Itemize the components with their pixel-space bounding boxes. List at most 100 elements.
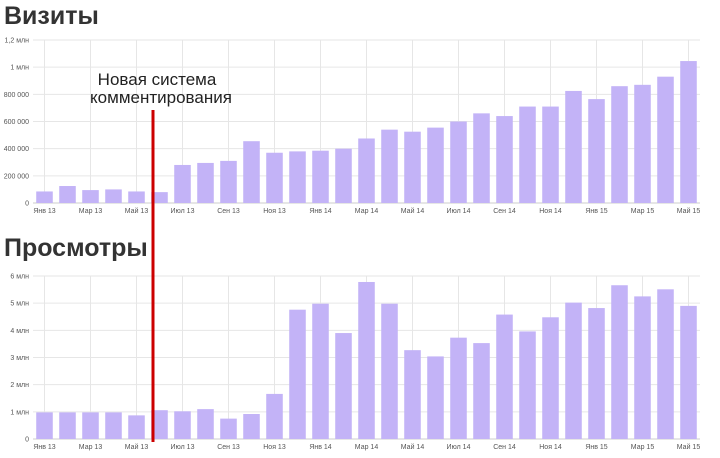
- bar: [657, 289, 674, 439]
- x-tick-label: Янв 13: [33, 444, 55, 451]
- x-tick-label: Сен 13: [217, 208, 240, 215]
- bar: [59, 186, 76, 203]
- x-tick-label: Янв 15: [585, 208, 607, 215]
- bar: [36, 412, 53, 439]
- x-tick-label: Янв 14: [309, 208, 331, 215]
- bar: [358, 281, 375, 439]
- bar: [404, 350, 421, 439]
- bar: [174, 164, 191, 203]
- bar: [611, 86, 628, 203]
- x-tick-label: Июл 14: [447, 208, 471, 215]
- bar: [496, 314, 513, 439]
- bar: [427, 356, 444, 439]
- bar: [220, 160, 237, 203]
- bar: [36, 191, 53, 203]
- bar: [519, 331, 536, 439]
- y-tick-label: 800 000: [4, 92, 29, 99]
- bar: [473, 343, 490, 439]
- x-tick-label: Сен 14: [493, 208, 516, 215]
- bar: [542, 317, 559, 439]
- x-tick-label: Мар 13: [79, 208, 103, 215]
- bar: [450, 121, 467, 203]
- x-tick-label: Май 13: [125, 443, 149, 451]
- bar: [105, 189, 122, 203]
- bar: [289, 309, 306, 439]
- bar: [519, 106, 536, 203]
- bar: [197, 162, 214, 203]
- x-tick-label: Май 15: [677, 443, 701, 451]
- bar: [427, 127, 444, 203]
- bar: [496, 116, 513, 203]
- bar: [128, 415, 145, 439]
- annotation-text-line-1: Новая система: [98, 70, 217, 89]
- x-tick-label: Сен 14: [493, 444, 516, 451]
- bar: [450, 337, 467, 439]
- x-tick-label: Июл 14: [447, 444, 471, 451]
- bar: [59, 412, 76, 439]
- bar: [105, 412, 122, 439]
- bar: [565, 90, 582, 203]
- bar: [657, 76, 674, 203]
- bar: [680, 305, 697, 439]
- x-tick-label: Мар 15: [631, 444, 655, 451]
- bar: [542, 106, 559, 203]
- bar: [289, 151, 306, 203]
- y-tick-label: 1 млн: [10, 65, 29, 72]
- bar: [243, 141, 260, 203]
- x-tick-label: Ноя 13: [263, 444, 286, 451]
- y-tick-label: 200 000: [4, 173, 29, 180]
- x-tick-label: Май 14: [401, 443, 425, 451]
- x-tick-label: Ноя 14: [539, 208, 562, 215]
- y-tick-label: 1 млн: [10, 409, 29, 416]
- x-tick-label: Май 15: [677, 207, 701, 215]
- x-tick-label: Мар 14: [355, 208, 379, 215]
- x-tick-label: Мар 14: [355, 444, 379, 451]
- x-tick-label: Мар 13: [79, 444, 103, 451]
- bar: [588, 99, 605, 203]
- bar: [151, 192, 168, 203]
- x-tick-label: Июл 13: [171, 444, 195, 451]
- y-tick-label: 6 млн: [10, 274, 29, 281]
- bar: [473, 113, 490, 203]
- chart-title: Визиты: [4, 2, 99, 30]
- x-tick-label: Янв 15: [585, 444, 607, 451]
- x-tick-label: Мар 15: [631, 208, 655, 215]
- annotation-text-line-2: комментирования: [90, 88, 232, 107]
- bar: [312, 303, 329, 439]
- bar: [680, 61, 697, 203]
- bar: [404, 131, 421, 203]
- y-tick-label: 600 000: [4, 119, 29, 126]
- x-tick-label: Июл 13: [171, 208, 195, 215]
- bar: [312, 150, 329, 203]
- bar: [174, 411, 191, 439]
- bar: [82, 190, 99, 203]
- x-tick-label: Ноя 14: [539, 444, 562, 451]
- bar: [611, 285, 628, 439]
- bar: [565, 302, 582, 439]
- bar: [358, 138, 375, 203]
- bar: [588, 308, 605, 439]
- bar: [266, 152, 283, 203]
- x-tick-label: Ноя 13: [263, 208, 286, 215]
- x-tick-label: Сен 13: [217, 444, 240, 451]
- bar: [151, 410, 168, 439]
- bar: [335, 148, 352, 203]
- bar: [335, 333, 352, 439]
- bar: [634, 84, 651, 203]
- y-tick-label: 400 000: [4, 146, 29, 153]
- y-tick-label: 0: [25, 201, 29, 208]
- bar: [243, 414, 260, 439]
- y-tick-label: 2 млн: [10, 382, 29, 389]
- bar: [381, 129, 398, 203]
- x-tick-label: Янв 14: [309, 444, 331, 451]
- x-tick-label: Янв 13: [33, 208, 55, 215]
- y-tick-label: 4 млн: [10, 328, 29, 335]
- y-tick-label: 0: [25, 437, 29, 444]
- bar: [197, 409, 214, 439]
- pageviews-chart: Просмотры 0 1 млн 2 млн 3 млн 4 млн 5 млн 6 млн…: [4, 234, 700, 451]
- x-tick-label: Май 14: [401, 207, 425, 215]
- y-tick-label: 3 млн: [10, 355, 29, 362]
- x-tick-label: Май 13: [125, 207, 149, 215]
